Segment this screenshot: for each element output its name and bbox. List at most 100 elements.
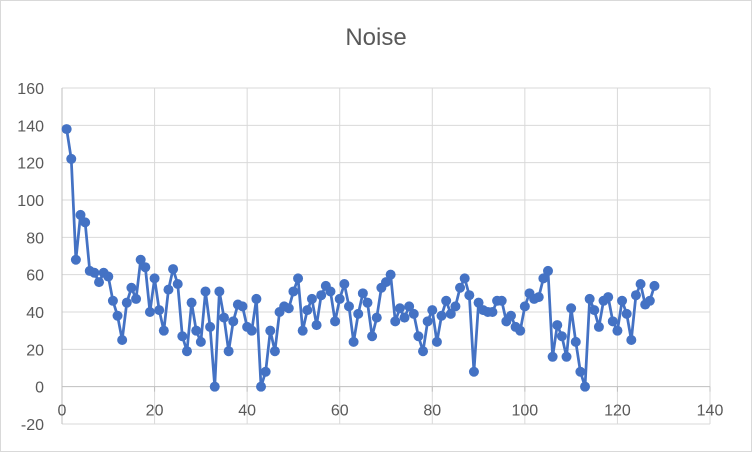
data-point [283,303,294,314]
data-point [584,293,595,304]
y-tick-label: -20 [21,417,44,434]
data-point [431,336,442,347]
data-point [556,331,567,342]
data-point [399,312,410,323]
data-point [186,297,197,308]
data-point [293,273,304,284]
data-point [394,303,405,314]
data-point [367,331,378,342]
data-point [195,336,206,347]
data-point [418,346,429,357]
data-point [427,305,438,316]
data-point [371,312,382,323]
chart-title: Noise [345,24,407,51]
data-point [260,366,271,377]
data-point [343,301,354,312]
x-tick-label: 140 [697,403,724,420]
data-point [404,301,415,312]
data-point [487,307,498,317]
data-point [459,273,470,284]
data-point [607,316,618,327]
data-point [603,292,614,303]
data-point [177,331,188,342]
data-point [455,282,466,293]
data-point [593,321,604,332]
data-point [635,279,646,289]
data-point [181,346,192,357]
data-point [413,331,424,342]
data-point [168,264,179,275]
data-point [561,351,572,362]
data-point [621,308,632,319]
data-point [552,320,563,331]
data-point [94,277,105,288]
data-point [214,286,225,297]
data-point [580,381,591,392]
data-point [441,295,452,306]
data-point [265,325,276,336]
data-point [450,301,461,312]
data-point [144,307,155,317]
data-point [251,293,262,304]
data-point [140,262,151,273]
data-point [630,290,641,301]
y-tick-label: 80 [26,230,44,247]
y-tick-label: 100 [17,193,44,210]
y-tick-label: 0 [35,380,44,397]
data-point [107,295,118,306]
data-point [422,316,433,327]
data-point [325,286,336,297]
data-point [256,381,267,392]
data-point [237,301,248,312]
data-point [135,254,146,265]
data-point [617,295,628,306]
data-point [172,279,183,289]
data-point [644,295,655,306]
x-tick-label: 20 [146,403,164,420]
data-point [306,293,317,304]
data-point [316,290,327,301]
data-point [330,316,341,327]
gridlines [62,87,711,425]
data-point [154,305,165,316]
y-tick-label: 40 [26,305,44,322]
data-point [334,293,345,304]
data-point [205,321,216,332]
data-point [200,286,211,297]
data-point [408,308,419,319]
data-point [163,284,174,295]
data-point [219,312,229,323]
data-point [228,316,239,327]
data-point [543,265,553,276]
data-point [533,292,544,303]
data-point [436,310,447,321]
data-point [191,325,202,336]
y-tick-label: 120 [17,156,44,173]
data-point [80,217,91,228]
data-point [505,310,516,321]
data-point [209,381,220,392]
data-point [626,335,637,345]
data-point [66,153,77,164]
data-point [538,273,549,284]
x-tick-label: 0 [58,403,67,420]
data-point [223,346,234,357]
data-point [297,325,308,336]
data-point [575,366,586,377]
data-point [302,305,313,316]
data-point [75,209,86,220]
data-point [126,282,137,293]
y-tick-label: 60 [26,268,44,285]
data-point [117,335,128,345]
data-point [149,273,160,284]
data-point [473,297,484,308]
data-point [464,290,475,301]
x-tick-label: 100 [512,403,539,420]
data-point [468,366,479,377]
data-point [353,308,364,319]
data-point [348,336,359,347]
y-tick-label: 140 [17,118,44,135]
x-tick-label: 120 [604,403,631,420]
